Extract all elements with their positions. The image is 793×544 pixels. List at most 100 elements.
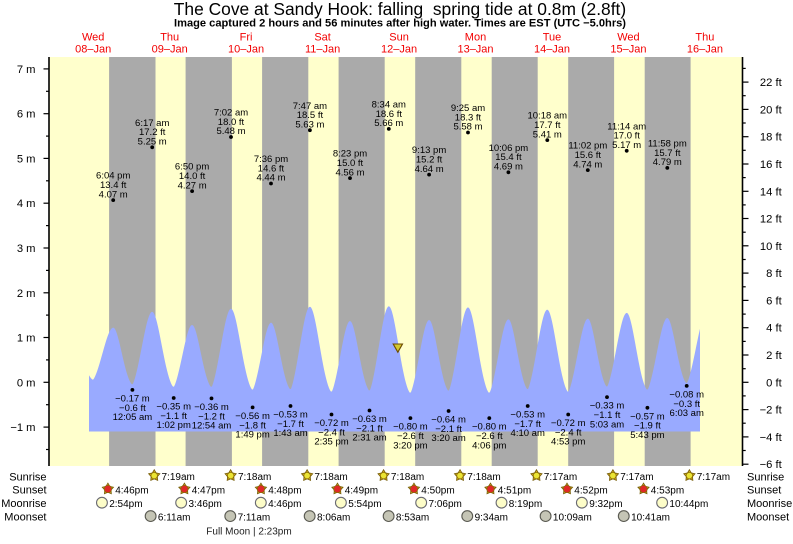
svg-text:5.25 m: 5.25 m: [138, 137, 167, 148]
svg-text:−0.33 m: −0.33 m: [590, 401, 625, 412]
svg-text:4.79 m: 4.79 m: [653, 157, 682, 168]
svg-text:7:17am: 7:17am: [544, 472, 577, 483]
svg-text:8 ft: 8 ft: [766, 268, 782, 280]
svg-text:5.48 m: 5.48 m: [216, 126, 245, 137]
svg-text:8:19pm: 8:19pm: [509, 499, 542, 510]
svg-text:−0.35 m: −0.35 m: [156, 402, 191, 413]
svg-text:2:35 pm: 2:35 pm: [314, 437, 348, 448]
svg-text:8:53am: 8:53am: [396, 512, 429, 523]
svg-text:7:02 am: 7:02 am: [214, 108, 248, 119]
svg-text:18.3 ft: 18.3 ft: [455, 112, 482, 123]
svg-text:−0.6 ft: −0.6 ft: [119, 403, 146, 414]
svg-text:2:54pm: 2:54pm: [109, 499, 142, 510]
svg-text:Wed: Wed: [617, 32, 639, 44]
svg-text:−2.1 ft: −2.1 ft: [356, 423, 383, 434]
svg-text:4 ft: 4 ft: [766, 323, 782, 335]
svg-text:Moonrise: Moonrise: [747, 498, 792, 510]
svg-text:−0.53 m: −0.53 m: [273, 410, 308, 421]
svg-text:−2.1 ft: −2.1 ft: [435, 424, 462, 435]
svg-text:11:02 pm: 11:02 pm: [568, 141, 607, 152]
svg-text:7:17am: 7:17am: [620, 472, 653, 483]
svg-text:14.6 ft: 14.6 ft: [258, 163, 285, 174]
svg-text:−6 ft: −6 ft: [760, 459, 783, 471]
svg-text:15.6 ft: 15.6 ft: [575, 150, 602, 161]
svg-text:18.6 ft: 18.6 ft: [376, 109, 403, 120]
svg-text:3:46pm: 3:46pm: [189, 499, 222, 510]
svg-text:1:43 am: 1:43 am: [273, 428, 307, 439]
svg-text:6:04 pm: 6:04 pm: [96, 171, 130, 182]
svg-text:0 m: 0 m: [17, 377, 36, 389]
svg-text:4:46pm: 4:46pm: [268, 499, 301, 510]
svg-text:12 ft: 12 ft: [760, 214, 783, 226]
svg-text:13–Jan: 13–Jan: [457, 44, 493, 56]
svg-text:5 m: 5 m: [17, 153, 36, 165]
svg-text:Moonrise: Moonrise: [1, 498, 46, 510]
svg-text:10:06 pm: 10:06 pm: [489, 143, 529, 154]
svg-text:−1.8 ft: −1.8 ft: [239, 420, 266, 431]
svg-text:−1.1 ft: −1.1 ft: [160, 411, 187, 422]
svg-text:Image captured 2 hours and 56: Image captured 2 hours and 56 minutes af…: [174, 18, 626, 30]
svg-text:−2.4 ft: −2.4 ft: [555, 427, 582, 438]
svg-text:9:13 pm: 9:13 pm: [412, 145, 446, 156]
svg-text:2 ft: 2 ft: [766, 350, 782, 362]
svg-text:4.74 m: 4.74 m: [573, 159, 602, 170]
svg-text:−0.64 m: −0.64 m: [431, 415, 466, 426]
svg-text:15–Jan: 15–Jan: [610, 44, 646, 56]
svg-text:Thu: Thu: [160, 32, 179, 44]
svg-text:1:49 pm: 1:49 pm: [235, 430, 269, 441]
svg-text:14 ft: 14 ft: [760, 186, 783, 198]
svg-text:7:18am: 7:18am: [238, 472, 271, 483]
svg-text:3 m: 3 m: [17, 243, 36, 255]
svg-text:Sunset: Sunset: [747, 485, 781, 497]
svg-text:−0.36 m: −0.36 m: [194, 402, 229, 413]
svg-text:4:48pm: 4:48pm: [268, 486, 301, 497]
svg-text:4.64 m: 4.64 m: [415, 164, 444, 175]
svg-text:6:11am: 6:11am: [158, 512, 191, 523]
svg-text:Wed: Wed: [82, 32, 104, 44]
svg-text:11:14 am: 11:14 am: [607, 121, 646, 132]
svg-text:6 ft: 6 ft: [766, 295, 782, 307]
svg-text:Full Moon | 2:23pm: Full Moon | 2:23pm: [206, 526, 291, 537]
svg-text:14.0 ft: 14.0 ft: [179, 171, 206, 182]
svg-text:Moonset: Moonset: [4, 512, 46, 524]
svg-text:18 ft: 18 ft: [760, 132, 783, 144]
svg-text:1:02 pm: 1:02 pm: [157, 420, 191, 431]
svg-text:−2.4 ft: −2.4 ft: [318, 427, 345, 438]
svg-text:6:03 am: 6:03 am: [670, 408, 704, 419]
svg-text:5:03 am: 5:03 am: [590, 419, 624, 430]
svg-text:5:54pm: 5:54pm: [348, 499, 381, 510]
svg-text:−0.56 m: −0.56 m: [235, 411, 270, 422]
svg-text:−4 ft: −4 ft: [760, 432, 783, 444]
svg-text:4 m: 4 m: [17, 198, 36, 210]
svg-text:9:34am: 9:34am: [475, 512, 508, 523]
svg-text:18.5 ft: 18.5 ft: [297, 110, 324, 121]
svg-text:Sun: Sun: [389, 32, 409, 44]
svg-text:0 ft: 0 ft: [766, 377, 782, 389]
svg-text:13.4 ft: 13.4 ft: [100, 180, 127, 191]
svg-text:10:18 am: 10:18 am: [527, 111, 567, 122]
svg-text:−0.53 m: −0.53 m: [510, 410, 545, 421]
svg-text:−1 m: −1 m: [10, 422, 35, 434]
svg-text:−0.80 m: −0.80 m: [393, 422, 428, 433]
svg-text:8:34 am: 8:34 am: [372, 100, 406, 111]
svg-text:10:09am: 10:09am: [553, 512, 592, 523]
svg-text:6:50 pm: 6:50 pm: [175, 162, 209, 173]
svg-text:2 m: 2 m: [17, 288, 36, 300]
svg-text:11–Jan: 11–Jan: [305, 44, 340, 56]
svg-text:Sunrise: Sunrise: [747, 471, 784, 483]
svg-text:1 m: 1 m: [17, 333, 36, 345]
svg-text:9:25 am: 9:25 am: [451, 103, 485, 114]
svg-text:15.2 ft: 15.2 ft: [416, 155, 443, 166]
svg-text:5.66 m: 5.66 m: [374, 118, 403, 129]
svg-text:−1.1 ft: −1.1 ft: [594, 410, 621, 421]
svg-text:Sunset: Sunset: [12, 485, 46, 497]
svg-text:7:06pm: 7:06pm: [429, 499, 462, 510]
svg-text:15.0 ft: 15.0 ft: [337, 158, 364, 169]
svg-text:4.44 m: 4.44 m: [256, 173, 285, 184]
svg-text:4:53 pm: 4:53 pm: [551, 437, 585, 448]
svg-text:6 m: 6 m: [17, 109, 36, 121]
svg-text:5.17 m: 5.17 m: [612, 140, 641, 151]
svg-text:9:32pm: 9:32pm: [589, 499, 622, 510]
svg-text:7:18am: 7:18am: [467, 472, 500, 483]
svg-text:4:46pm: 4:46pm: [115, 486, 148, 497]
